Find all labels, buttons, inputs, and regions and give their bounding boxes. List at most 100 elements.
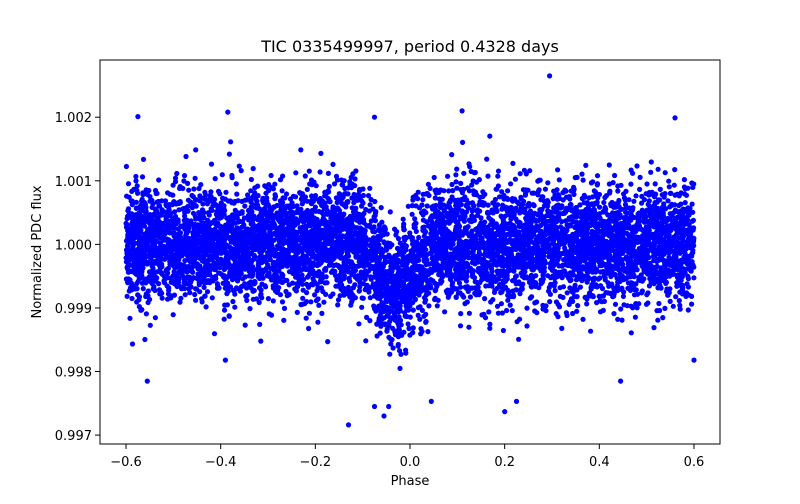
data-point	[483, 283, 489, 289]
data-point	[669, 243, 675, 249]
data-point	[183, 153, 189, 160]
data-point	[484, 156, 490, 162]
data-point	[505, 196, 511, 202]
data-point	[352, 267, 359, 273]
data-point	[476, 232, 482, 238]
data-point	[476, 177, 482, 183]
data-point	[495, 168, 502, 174]
data-point	[648, 159, 654, 165]
data-point	[337, 293, 343, 299]
data-point	[498, 301, 504, 307]
data-point	[525, 261, 531, 267]
data-point	[540, 243, 546, 249]
data-point	[415, 196, 421, 202]
data-point	[220, 280, 226, 286]
data-point	[229, 200, 235, 206]
data-point	[581, 273, 587, 279]
data-point	[357, 284, 363, 290]
data-point	[203, 192, 209, 198]
data-point	[335, 297, 342, 303]
data-point	[183, 280, 189, 287]
data-point	[665, 198, 671, 204]
data-point	[582, 294, 588, 300]
data-point	[205, 198, 211, 204]
data-point	[672, 207, 679, 213]
data-point	[258, 338, 264, 344]
data-point	[463, 278, 469, 284]
data-point	[180, 185, 186, 191]
data-point	[453, 294, 459, 300]
data-point	[524, 323, 530, 329]
data-point	[673, 294, 679, 300]
data-point	[124, 293, 130, 299]
data-point	[460, 139, 466, 145]
data-point	[306, 168, 312, 174]
data-point	[454, 166, 460, 172]
data-point	[376, 318, 382, 324]
data-point	[152, 315, 158, 321]
data-point	[420, 217, 426, 223]
data-point	[367, 295, 373, 301]
data-point	[168, 295, 174, 301]
data-point	[660, 205, 666, 211]
data-points	[123, 73, 697, 428]
data-point	[170, 312, 176, 318]
data-point	[446, 188, 452, 194]
data-point	[410, 307, 416, 313]
data-point	[304, 186, 310, 192]
data-point	[687, 205, 693, 211]
data-point	[545, 180, 551, 186]
data-point	[400, 216, 406, 222]
data-point	[142, 336, 148, 343]
data-point	[423, 297, 429, 303]
data-point	[634, 163, 640, 169]
data-point	[600, 268, 606, 275]
data-point	[464, 299, 470, 305]
data-point	[363, 338, 369, 344]
data-point	[442, 309, 448, 315]
data-point	[564, 290, 570, 296]
data-point	[265, 254, 271, 260]
data-point	[602, 209, 608, 215]
data-point	[482, 296, 488, 302]
data-point	[233, 181, 239, 187]
data-point	[263, 190, 269, 196]
data-point	[300, 199, 306, 205]
data-point	[281, 317, 287, 323]
data-point	[176, 207, 182, 213]
data-point	[685, 307, 691, 313]
data-point	[374, 261, 380, 267]
data-point	[461, 170, 467, 176]
data-point	[409, 211, 415, 217]
data-point	[295, 220, 301, 226]
data-point	[413, 228, 419, 234]
data-point	[208, 161, 215, 167]
data-point	[272, 181, 278, 187]
data-point	[416, 234, 422, 241]
data-point	[615, 316, 621, 322]
data-point	[365, 193, 372, 199]
data-point	[374, 333, 380, 339]
data-point	[323, 274, 329, 280]
data-point	[485, 202, 491, 208]
data-point	[363, 285, 370, 291]
data-point	[123, 163, 129, 170]
data-point	[497, 194, 503, 200]
data-point	[601, 298, 608, 304]
data-point	[201, 249, 207, 256]
data-point	[667, 298, 673, 304]
data-point	[239, 219, 246, 225]
data-point	[316, 302, 322, 308]
data-point	[147, 322, 153, 328]
data-point	[583, 162, 589, 168]
data-point	[326, 183, 332, 190]
data-point	[595, 276, 601, 282]
data-point	[682, 270, 688, 276]
data-point	[219, 172, 225, 178]
data-point	[445, 173, 451, 179]
data-point	[439, 263, 445, 269]
data-point	[417, 316, 423, 322]
data-point	[465, 224, 471, 230]
data-point	[570, 310, 576, 317]
data-point	[271, 272, 277, 278]
